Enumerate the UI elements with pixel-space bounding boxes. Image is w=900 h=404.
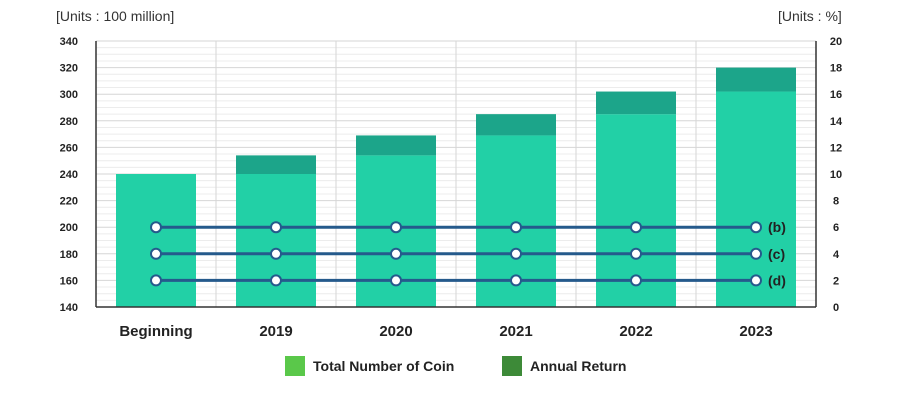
legend-item-total-number-of-coin: Total Number of Coin	[285, 356, 454, 376]
right-tick-label: 20	[830, 36, 842, 48]
line-point	[750, 221, 762, 234]
bar-total-Beginning	[116, 174, 196, 307]
category-label: 2023	[739, 323, 772, 340]
left-tick-label: 320	[60, 63, 78, 75]
left-axis-unit: [Units : 100 million]	[56, 8, 175, 24]
legend-swatch-total	[285, 356, 305, 376]
legend-label-return: Annual Return	[530, 358, 627, 374]
line-point	[630, 221, 642, 234]
right-tick-label: 6	[833, 222, 839, 234]
right-axis-unit: [Units : %]	[778, 8, 842, 24]
left-tick-label: 260	[60, 142, 78, 154]
right-tick-label: 12	[830, 142, 842, 154]
line-point	[630, 274, 642, 287]
left-tick-label: 160	[60, 275, 78, 287]
category-label: 2019	[259, 323, 292, 340]
left-tick-label: 240	[60, 169, 78, 181]
left-tick-label: 220	[60, 196, 78, 208]
bar-annual-return-2020	[356, 135, 436, 156]
left-tick-label: 340	[60, 36, 78, 48]
category-label: 2021	[499, 323, 532, 340]
line-point	[270, 247, 282, 260]
line-point	[750, 247, 762, 260]
legend-swatch-return	[502, 356, 522, 376]
line-point	[270, 274, 282, 287]
line-point	[390, 221, 402, 234]
right-tick-label: 18	[830, 63, 842, 75]
line-point	[630, 247, 642, 260]
bar-annual-return-2022	[596, 91, 676, 115]
bar-annual-return-2023	[716, 67, 796, 92]
left-tick-label: 200	[60, 222, 78, 234]
line-point	[270, 221, 282, 234]
line-point	[150, 247, 162, 260]
left-tick-label: 140	[60, 302, 78, 314]
right-tick-label: 0	[833, 302, 839, 314]
bar-total-2019	[236, 174, 316, 307]
legend-item-annual-return: Annual Return	[502, 356, 626, 376]
line-label: (c)	[768, 246, 785, 262]
right-tick-label: 4	[833, 249, 840, 261]
line-point	[750, 274, 762, 287]
bar-total-2023	[716, 91, 796, 307]
right-tick-label: 10	[830, 169, 842, 181]
bar-annual-return-2021	[476, 114, 556, 136]
category-label: Beginning	[119, 323, 192, 340]
line-point	[390, 274, 402, 287]
line-label: (d)	[768, 272, 786, 288]
category-label: 2022	[619, 323, 652, 340]
line-point	[390, 247, 402, 260]
line-label: (b)	[768, 219, 786, 235]
right-tick-label: 8	[833, 196, 839, 208]
left-tick-label: 300	[60, 89, 78, 101]
left-tick-label: 180	[60, 249, 78, 261]
legend-label-total: Total Number of Coin	[313, 358, 455, 374]
chart-legend: Total Number of Coin Annual Return	[0, 356, 900, 384]
right-tick-label: 2	[833, 275, 839, 287]
category-label: 2020	[379, 323, 412, 340]
line-point	[510, 247, 522, 260]
left-tick-label: 280	[60, 116, 78, 128]
right-tick-label: 14	[830, 116, 843, 128]
line-point	[510, 274, 522, 287]
line-point	[150, 221, 162, 234]
right-tick-label: 16	[830, 89, 842, 101]
bar-annual-return-2019	[236, 155, 316, 174]
line-point	[150, 274, 162, 287]
line-point	[510, 221, 522, 234]
